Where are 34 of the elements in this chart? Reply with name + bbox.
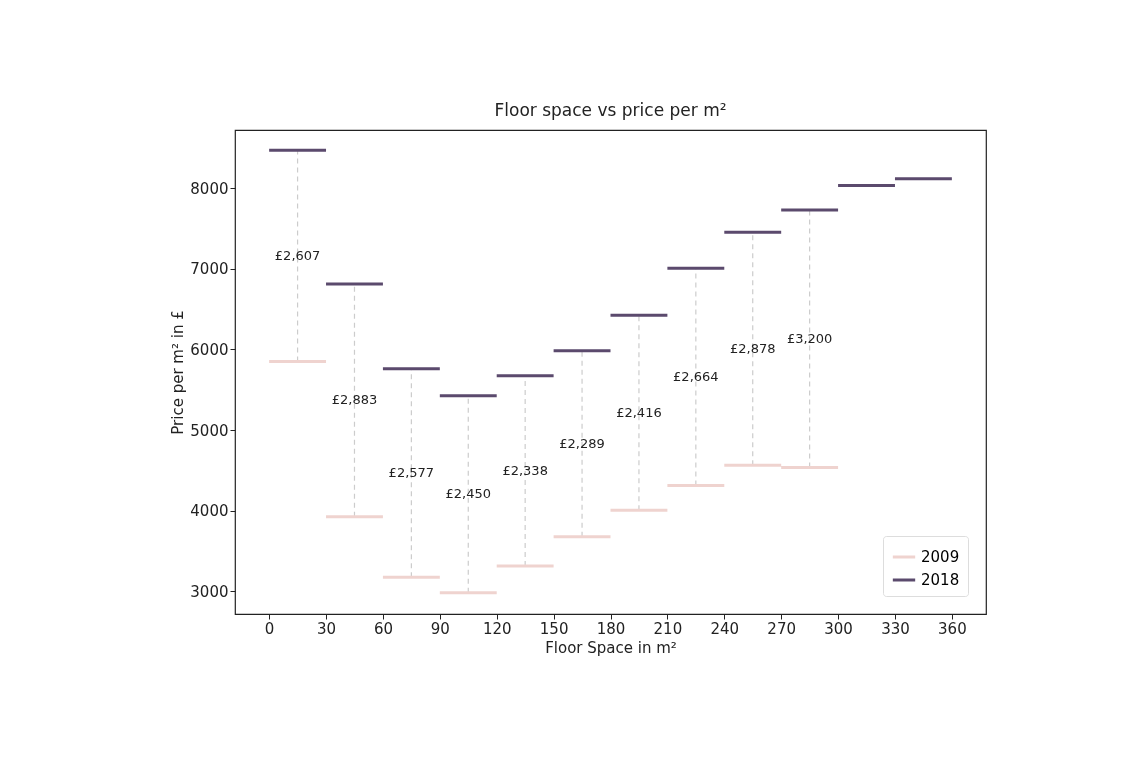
y-tick-label: 7000	[190, 260, 229, 279]
x-tick-label: 150	[539, 619, 569, 638]
chart-title: Floor space vs price per m²	[494, 100, 727, 120]
annotation: £2,450	[445, 486, 492, 502]
annotation: £2,607	[274, 247, 321, 263]
legend-label: 2009	[921, 548, 960, 566]
annotation: £2,577	[388, 464, 435, 480]
x-tick-label: 60	[373, 619, 393, 638]
x-tick-label: 270	[767, 619, 796, 638]
annotation: £2,883	[331, 392, 378, 408]
x-tick-label: 360	[938, 619, 967, 638]
x-tick-label: 180	[596, 619, 626, 638]
y-axis-title: Price per m² in £	[169, 310, 188, 435]
annotation: £2,664	[673, 368, 719, 384]
x-tick-label: 30	[316, 619, 337, 638]
x-tick-label: 300	[824, 619, 853, 638]
y-tick-label: 6000	[190, 340, 229, 359]
annotation: £2,878	[729, 340, 776, 356]
x-tick-label: 90	[430, 619, 450, 638]
x-axis-title: Floor Space in m²	[545, 638, 677, 657]
x-tick-label: 240	[710, 619, 740, 638]
y-tick-label: 3000	[190, 582, 229, 601]
x-tick-label: 120	[482, 619, 512, 638]
x-tick-label: 0	[264, 619, 275, 638]
x-tick-label: 210	[653, 619, 683, 638]
legend-label: 2018	[921, 571, 960, 589]
x-tick-label: 330	[881, 619, 910, 638]
annotation: £3,200	[786, 330, 833, 346]
y-tick-label: 4000	[190, 502, 229, 521]
annotation: £2,289	[559, 435, 605, 451]
annotation: £2,338	[502, 462, 548, 478]
annotation: £2,416	[616, 404, 662, 420]
y-tick-label: 5000	[190, 421, 229, 440]
y-tick-label: 8000	[190, 179, 229, 198]
